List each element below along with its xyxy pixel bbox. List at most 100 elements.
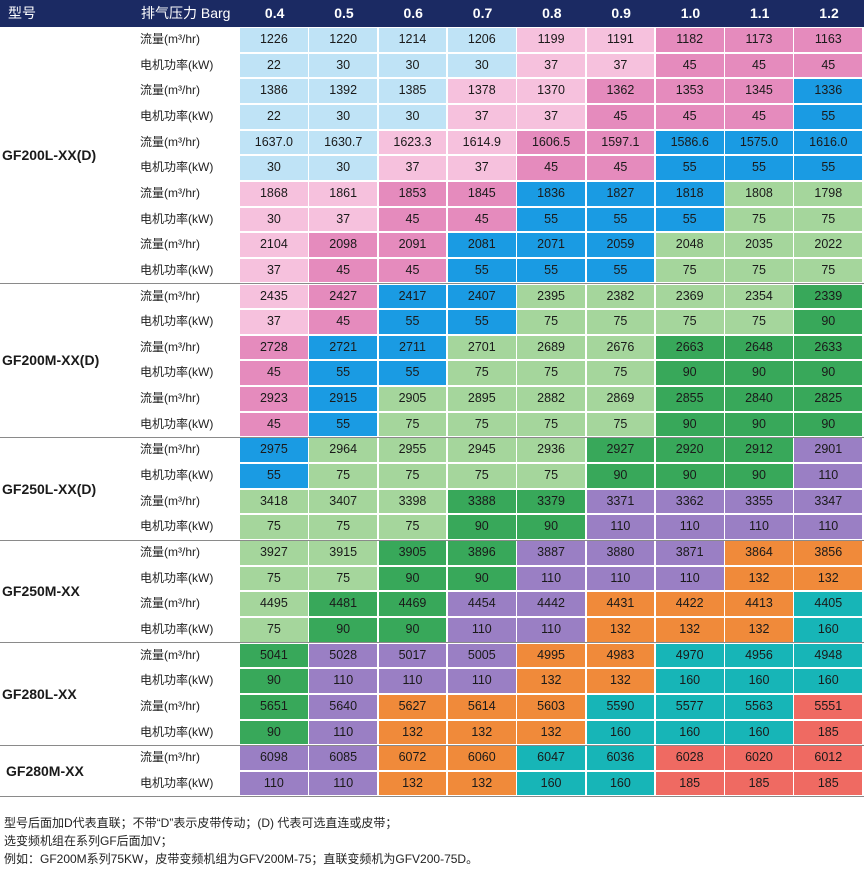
power-value-cell: 75	[586, 412, 655, 437]
pressure-header-cell: 0.9	[611, 5, 631, 21]
flow-value-cell: 1868	[240, 181, 308, 206]
power-value-cell: 110	[794, 515, 863, 539]
power-value-cell: 185	[794, 720, 863, 745]
power-value-cell: 75	[725, 258, 793, 283]
power-value-cell: 110	[240, 771, 308, 796]
power-value-cell: 160	[725, 720, 793, 745]
power-value-cell: 90	[655, 412, 724, 437]
power-value-cell: 90	[378, 566, 447, 591]
power-value-cell: 45	[240, 412, 308, 437]
flow-value-cell: 2711	[378, 335, 447, 360]
power-value-cell: 37	[240, 258, 308, 283]
power-value-cell: 110	[447, 669, 516, 693]
power-row-label: 电机功率(kW)	[140, 262, 214, 277]
power-value-cell: 90	[794, 310, 863, 334]
flow-value-cell: 1616.0	[794, 130, 863, 155]
flow-row-label: 流量(m³/hr)	[140, 83, 200, 98]
flow-value-cell: 2035	[725, 233, 793, 257]
flow-value-cell: 2920	[655, 438, 724, 463]
flow-value-cell: 3887	[517, 541, 585, 565]
flow-value-cell: 1586.6	[655, 130, 724, 155]
footnote-3: 例如：GF200M系列75KW，皮带变频机组为GFV200M-75；直联变频机为…	[4, 852, 479, 866]
power-value-cell: 132	[725, 566, 793, 591]
power-row-label: 电机功率(kW)	[140, 57, 214, 72]
flow-value-cell: 2071	[517, 233, 585, 257]
flow-value-cell: 3407	[309, 489, 378, 514]
power-value-cell: 22	[240, 104, 308, 129]
power-value-cell: 30	[378, 53, 447, 78]
flow-value-cell: 1163	[794, 28, 863, 52]
pressure-header-cell: 0.6	[403, 5, 423, 21]
table-header: 型号 排气压力 Barg 0.4 0.5 0.6 0.7 0.8 0.9 1.0 1.1 1.2	[0, 0, 864, 27]
power-value-cell: 110	[655, 515, 724, 539]
flow-value-cell: 2912	[725, 438, 793, 463]
flow-value-cell: 2936	[517, 438, 585, 463]
power-value-cell: 75	[794, 207, 863, 232]
power-value-cell: 45	[586, 104, 655, 129]
flow-row-label: 流量(m³/hr)	[140, 493, 200, 508]
power-value-cell: 75	[309, 515, 378, 539]
power-value-cell: 110	[655, 566, 724, 591]
power-value-cell: 90	[725, 412, 793, 437]
flow-value-cell: 2339	[794, 284, 863, 309]
model-name: GF200L-XX(D)	[2, 147, 97, 164]
flow-value-cell: 1575.0	[725, 130, 793, 155]
power-row-label: 电机功率(kW)	[140, 108, 214, 123]
power-value-cell: 55	[794, 104, 863, 129]
power-value-cell: 45	[378, 207, 447, 232]
power-value-cell: 45	[725, 104, 793, 129]
power-value-cell: 55	[655, 207, 724, 232]
model-name: GF280L-XX	[2, 685, 77, 702]
power-value-cell: 55	[655, 156, 724, 180]
power-value-cell: 132	[794, 566, 863, 591]
power-value-cell: 45	[655, 104, 724, 129]
power-value-cell: 37	[447, 156, 516, 180]
power-value-cell: 30	[447, 53, 516, 78]
flow-value-cell: 1362	[586, 79, 655, 103]
power-value-cell: 75	[378, 515, 447, 539]
flow-value-cell: 5028	[309, 643, 378, 668]
power-value-cell: 55	[378, 310, 447, 334]
power-value-cell: 90	[309, 617, 378, 642]
flow-value-cell: 4995	[517, 643, 585, 668]
power-value-cell: 90	[447, 566, 516, 591]
flow-row-label: 流量(m³/hr)	[140, 750, 200, 765]
power-row-label: 电机功率(kW)	[140, 775, 214, 790]
flow-value-cell: 6060	[447, 746, 516, 770]
flow-value-cell: 3379	[517, 489, 585, 514]
power-value-cell: 75	[517, 464, 585, 488]
power-value-cell: 75	[447, 412, 516, 437]
pressure-header-cell: 1.0	[680, 5, 701, 21]
flow-value-cell: 2825	[794, 387, 863, 411]
flow-value-cell: 4422	[655, 592, 724, 616]
flow-value-cell: 2435	[240, 284, 308, 309]
flow-row-label: 流量(m³/hr)	[140, 647, 200, 662]
flow-value-cell: 2104	[240, 233, 308, 257]
power-value-cell: 55	[447, 310, 516, 334]
flow-value-cell: 3880	[586, 541, 655, 565]
flow-value-cell: 1173	[725, 28, 793, 52]
power-row-label: 电机功率(kW)	[140, 519, 214, 534]
flow-row-label: 流量(m³/hr)	[140, 134, 200, 149]
flow-value-cell: 5563	[725, 694, 793, 719]
power-value-cell: 90	[240, 669, 308, 693]
power-value-cell: 75	[378, 412, 447, 437]
flow-value-cell: 1798	[794, 181, 863, 206]
flow-value-cell: 2955	[378, 438, 447, 463]
power-value-cell: 185	[794, 771, 863, 796]
flow-value-cell: 4481	[309, 592, 378, 616]
pressure-header-cell: 1.2	[819, 5, 839, 21]
power-value-cell: 55	[517, 258, 585, 283]
model-name: GF250L-XX(D)	[2, 480, 97, 497]
power-row-label: 电机功率(kW)	[140, 211, 214, 226]
flow-value-cell: 1827	[586, 181, 655, 206]
flow-value-cell: 3388	[447, 489, 516, 514]
model-name: GF250M-XX	[2, 583, 80, 600]
flow-value-cell: 1226	[240, 28, 308, 52]
power-row-label: 电机功率(kW)	[140, 416, 214, 431]
power-value-cell: 132	[517, 720, 585, 745]
flow-value-cell: 3856	[794, 541, 863, 565]
flow-value-cell: 2721	[309, 335, 378, 360]
flow-row-label: 流量(m³/hr)	[140, 442, 200, 457]
flow-value-cell: 1845	[447, 181, 516, 206]
